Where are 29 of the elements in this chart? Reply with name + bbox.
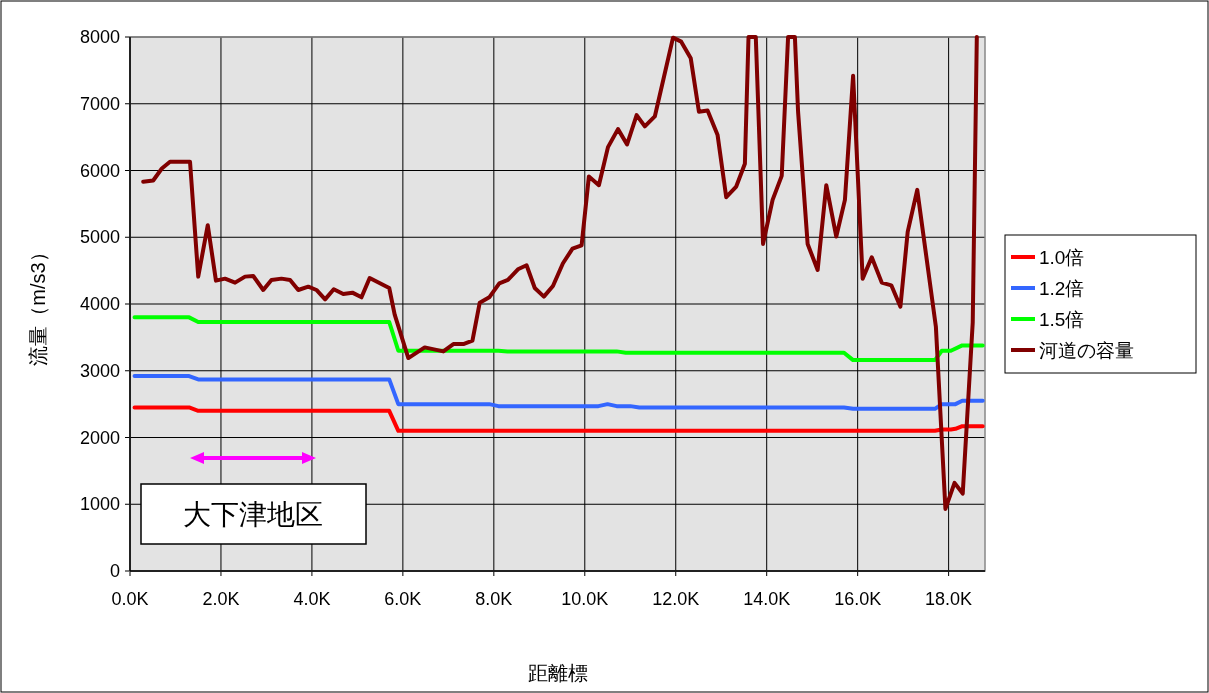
line-series [132, 405, 985, 433]
x-tick-label: 6.0K [384, 589, 422, 609]
x-tick-label: 8.0K [475, 589, 513, 609]
y-tick-label: 1000 [79, 494, 120, 515]
annotation: 大下津地区 [183, 499, 323, 530]
legend-label: 1.5倍 [1039, 309, 1085, 330]
x-tick-label: 0.0K [111, 589, 149, 609]
y-axis-title: 流量（m/s3） [27, 242, 49, 366]
x-tick-label: 4.0K [293, 589, 331, 609]
line-series [132, 315, 985, 363]
legend-label: 1.2倍 [1039, 278, 1085, 299]
y-tick-label: 3000 [79, 360, 120, 381]
y-tick-label: 2000 [79, 427, 120, 448]
x-tick-label: 10.0K [561, 589, 609, 609]
y-tick-label: 5000 [79, 227, 120, 248]
y-tick-label: 7000 [79, 93, 120, 114]
y-tick-label: 6000 [79, 160, 120, 181]
x-axis-title: 距離標 [527, 662, 588, 684]
x-tick-label: 16.0K [834, 589, 882, 609]
legend-label: 1.0倍 [1039, 247, 1085, 268]
y-tick-label: 0 [109, 561, 120, 581]
x-tick-label: 12.0K [652, 589, 700, 609]
legend-label: 河道の容量 [1039, 340, 1134, 361]
x-tick-label: 14.0K [743, 589, 791, 609]
line-series [132, 374, 985, 411]
y-tick-label: 4000 [79, 294, 120, 314]
y-tick-label: 8000 [79, 27, 120, 47]
x-tick-label: 2.0K [202, 589, 240, 609]
x-tick-label: 18.0K [925, 589, 973, 609]
